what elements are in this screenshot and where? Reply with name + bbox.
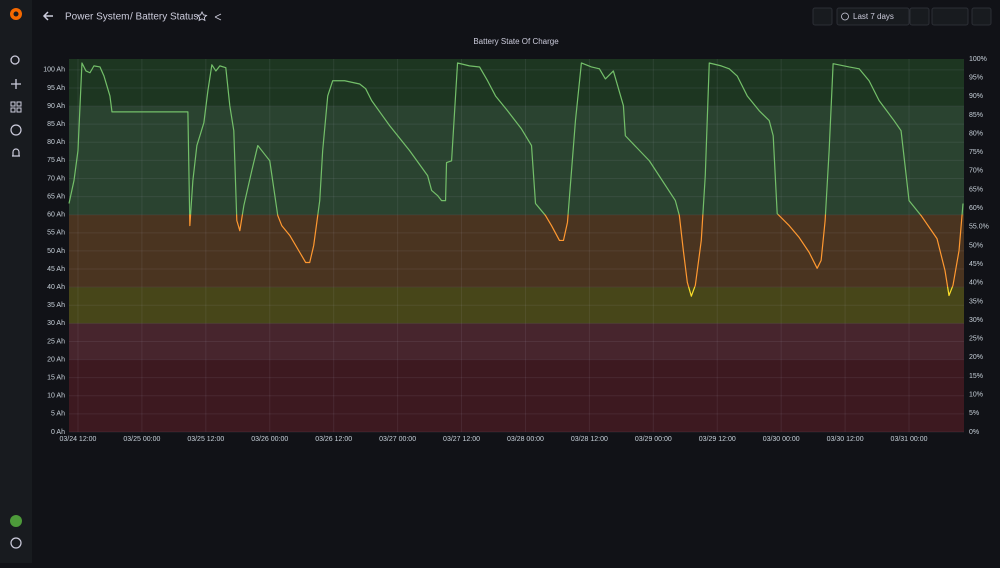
x-tick-label: 03/28 00:00 bbox=[507, 436, 544, 443]
y2-tick-label: 50% bbox=[969, 242, 983, 249]
x-tick-label: 03/31 00:00 bbox=[891, 436, 928, 443]
y2-tick-label: 0% bbox=[969, 429, 979, 436]
y-tick-label: 100 Ah bbox=[43, 67, 65, 74]
back-button[interactable] bbox=[42, 11, 53, 21]
y-tick-label: 75 Ah bbox=[47, 157, 65, 164]
x-tick-label: 03/27 12:00 bbox=[443, 436, 480, 443]
tv-mode-button[interactable] bbox=[971, 7, 992, 26]
y2-tick-label: 85% bbox=[969, 112, 983, 119]
y2-tick-label: 55.0% bbox=[969, 224, 989, 231]
threshold-band bbox=[69, 59, 964, 107]
chart-title: Battery State Of Charge bbox=[473, 37, 559, 46]
y-tick-label: 55 Ah bbox=[47, 230, 65, 237]
y2-tick-label: 80% bbox=[969, 130, 983, 137]
x-tick-label: 03/27 00:00 bbox=[379, 436, 416, 443]
y2-tick-label: 35% bbox=[969, 298, 983, 305]
x-tick-label: 03/25 12:00 bbox=[187, 436, 224, 443]
clock-icon bbox=[841, 12, 849, 21]
y-tick-label: 45 Ah bbox=[47, 266, 65, 273]
y2-tick-label: 95% bbox=[969, 74, 983, 81]
threshold-band bbox=[69, 323, 964, 360]
y-tick-label: 60 Ah bbox=[47, 212, 65, 219]
y2-tick-label: 100% bbox=[969, 56, 987, 63]
x-tick-label: 03/28 12:00 bbox=[571, 436, 608, 443]
y-tick-label: 5 Ah bbox=[51, 411, 65, 418]
y-tick-label: 90 Ah bbox=[47, 103, 65, 110]
y2-tick-label: 25% bbox=[969, 336, 983, 343]
plot: 0 Ah 5 Ah 10 Ah 15 Ah 20 Ah 25 Ah 30 Ah 35 Ah 40… bbox=[43, 56, 989, 443]
y-tick-label: 65 Ah bbox=[47, 193, 65, 200]
x-tick-label: 03/24 12:00 bbox=[59, 436, 96, 443]
breadcrumb-folder[interactable]: Power System bbox=[65, 12, 129, 23]
breadcrumb-title: / Battery Status bbox=[130, 12, 198, 23]
threshold-band bbox=[69, 287, 964, 324]
y-tick-label: 25 Ah bbox=[47, 338, 65, 345]
y2-tick-label: 70% bbox=[969, 168, 983, 175]
avatar[interactable] bbox=[10, 515, 22, 527]
threshold-band bbox=[69, 359, 964, 432]
x-tick-label: 03/26 00:00 bbox=[251, 436, 288, 443]
y-tick-label: 30 Ah bbox=[47, 320, 65, 327]
threshold-band bbox=[69, 214, 964, 288]
y2-tick-label: 5% bbox=[969, 410, 979, 417]
x-tick-label: 03/25 00:00 bbox=[123, 436, 160, 443]
y2-tick-label: 90% bbox=[969, 93, 983, 100]
y2-tick-label: 20% bbox=[969, 354, 983, 361]
sidebar bbox=[0, 0, 32, 563]
y-tick-label: 40 Ah bbox=[47, 284, 65, 291]
zoom-out-button[interactable] bbox=[909, 7, 930, 26]
y2-tick-label: 60% bbox=[969, 205, 983, 212]
x-tick-label: 03/30 00:00 bbox=[763, 436, 800, 443]
series-line bbox=[68, 62, 964, 297]
y2-tick-label: 75% bbox=[969, 149, 983, 156]
y2-tick-label: 15% bbox=[969, 373, 983, 380]
y-tick-label: 80 Ah bbox=[47, 139, 65, 146]
settings-button[interactable] bbox=[812, 7, 833, 26]
y-tick-label: 35 Ah bbox=[47, 302, 65, 309]
logo-inner bbox=[13, 11, 19, 17]
share-button[interactable] bbox=[214, 13, 222, 21]
y2-tick-label: 65% bbox=[969, 186, 983, 193]
y2-tick-label: 10% bbox=[969, 392, 983, 399]
x-tick-label: 03/26 12:00 bbox=[315, 436, 352, 443]
explore-icon[interactable] bbox=[10, 124, 22, 136]
x-tick-label: 03/29 12:00 bbox=[699, 436, 736, 443]
y-tick-label: 0 Ah bbox=[51, 429, 65, 436]
x-tick-label: 03/29 00:00 bbox=[635, 436, 672, 443]
y-tick-label: 85 Ah bbox=[47, 121, 65, 128]
y-tick-label: 10 Ah bbox=[47, 393, 65, 400]
time-range: Last 7 days bbox=[853, 12, 894, 21]
create-icon[interactable] bbox=[11, 79, 21, 89]
y-tick-label: 20 Ah bbox=[47, 356, 65, 363]
time-picker[interactable] bbox=[836, 7, 910, 26]
threshold-band bbox=[69, 106, 964, 215]
y-tick-label: 70 Ah bbox=[47, 175, 65, 182]
dashboards-icon[interactable] bbox=[10, 101, 22, 113]
help-icon[interactable] bbox=[10, 537, 22, 549]
refresh-button[interactable] bbox=[931, 7, 969, 26]
y2-tick-label: 40% bbox=[969, 280, 983, 287]
search-icon[interactable] bbox=[10, 55, 20, 65]
x-tick-label: 03/30 12:00 bbox=[827, 436, 864, 443]
y2-tick-label: 45% bbox=[969, 261, 983, 268]
y-tick-label: 15 Ah bbox=[47, 375, 65, 382]
y-tick-label: 50 Ah bbox=[47, 248, 65, 255]
y-tick-label: 95 Ah bbox=[47, 85, 65, 92]
y2-tick-label: 30% bbox=[969, 317, 983, 324]
star-button[interactable] bbox=[196, 10, 208, 22]
alert-icon[interactable] bbox=[12, 148, 20, 157]
